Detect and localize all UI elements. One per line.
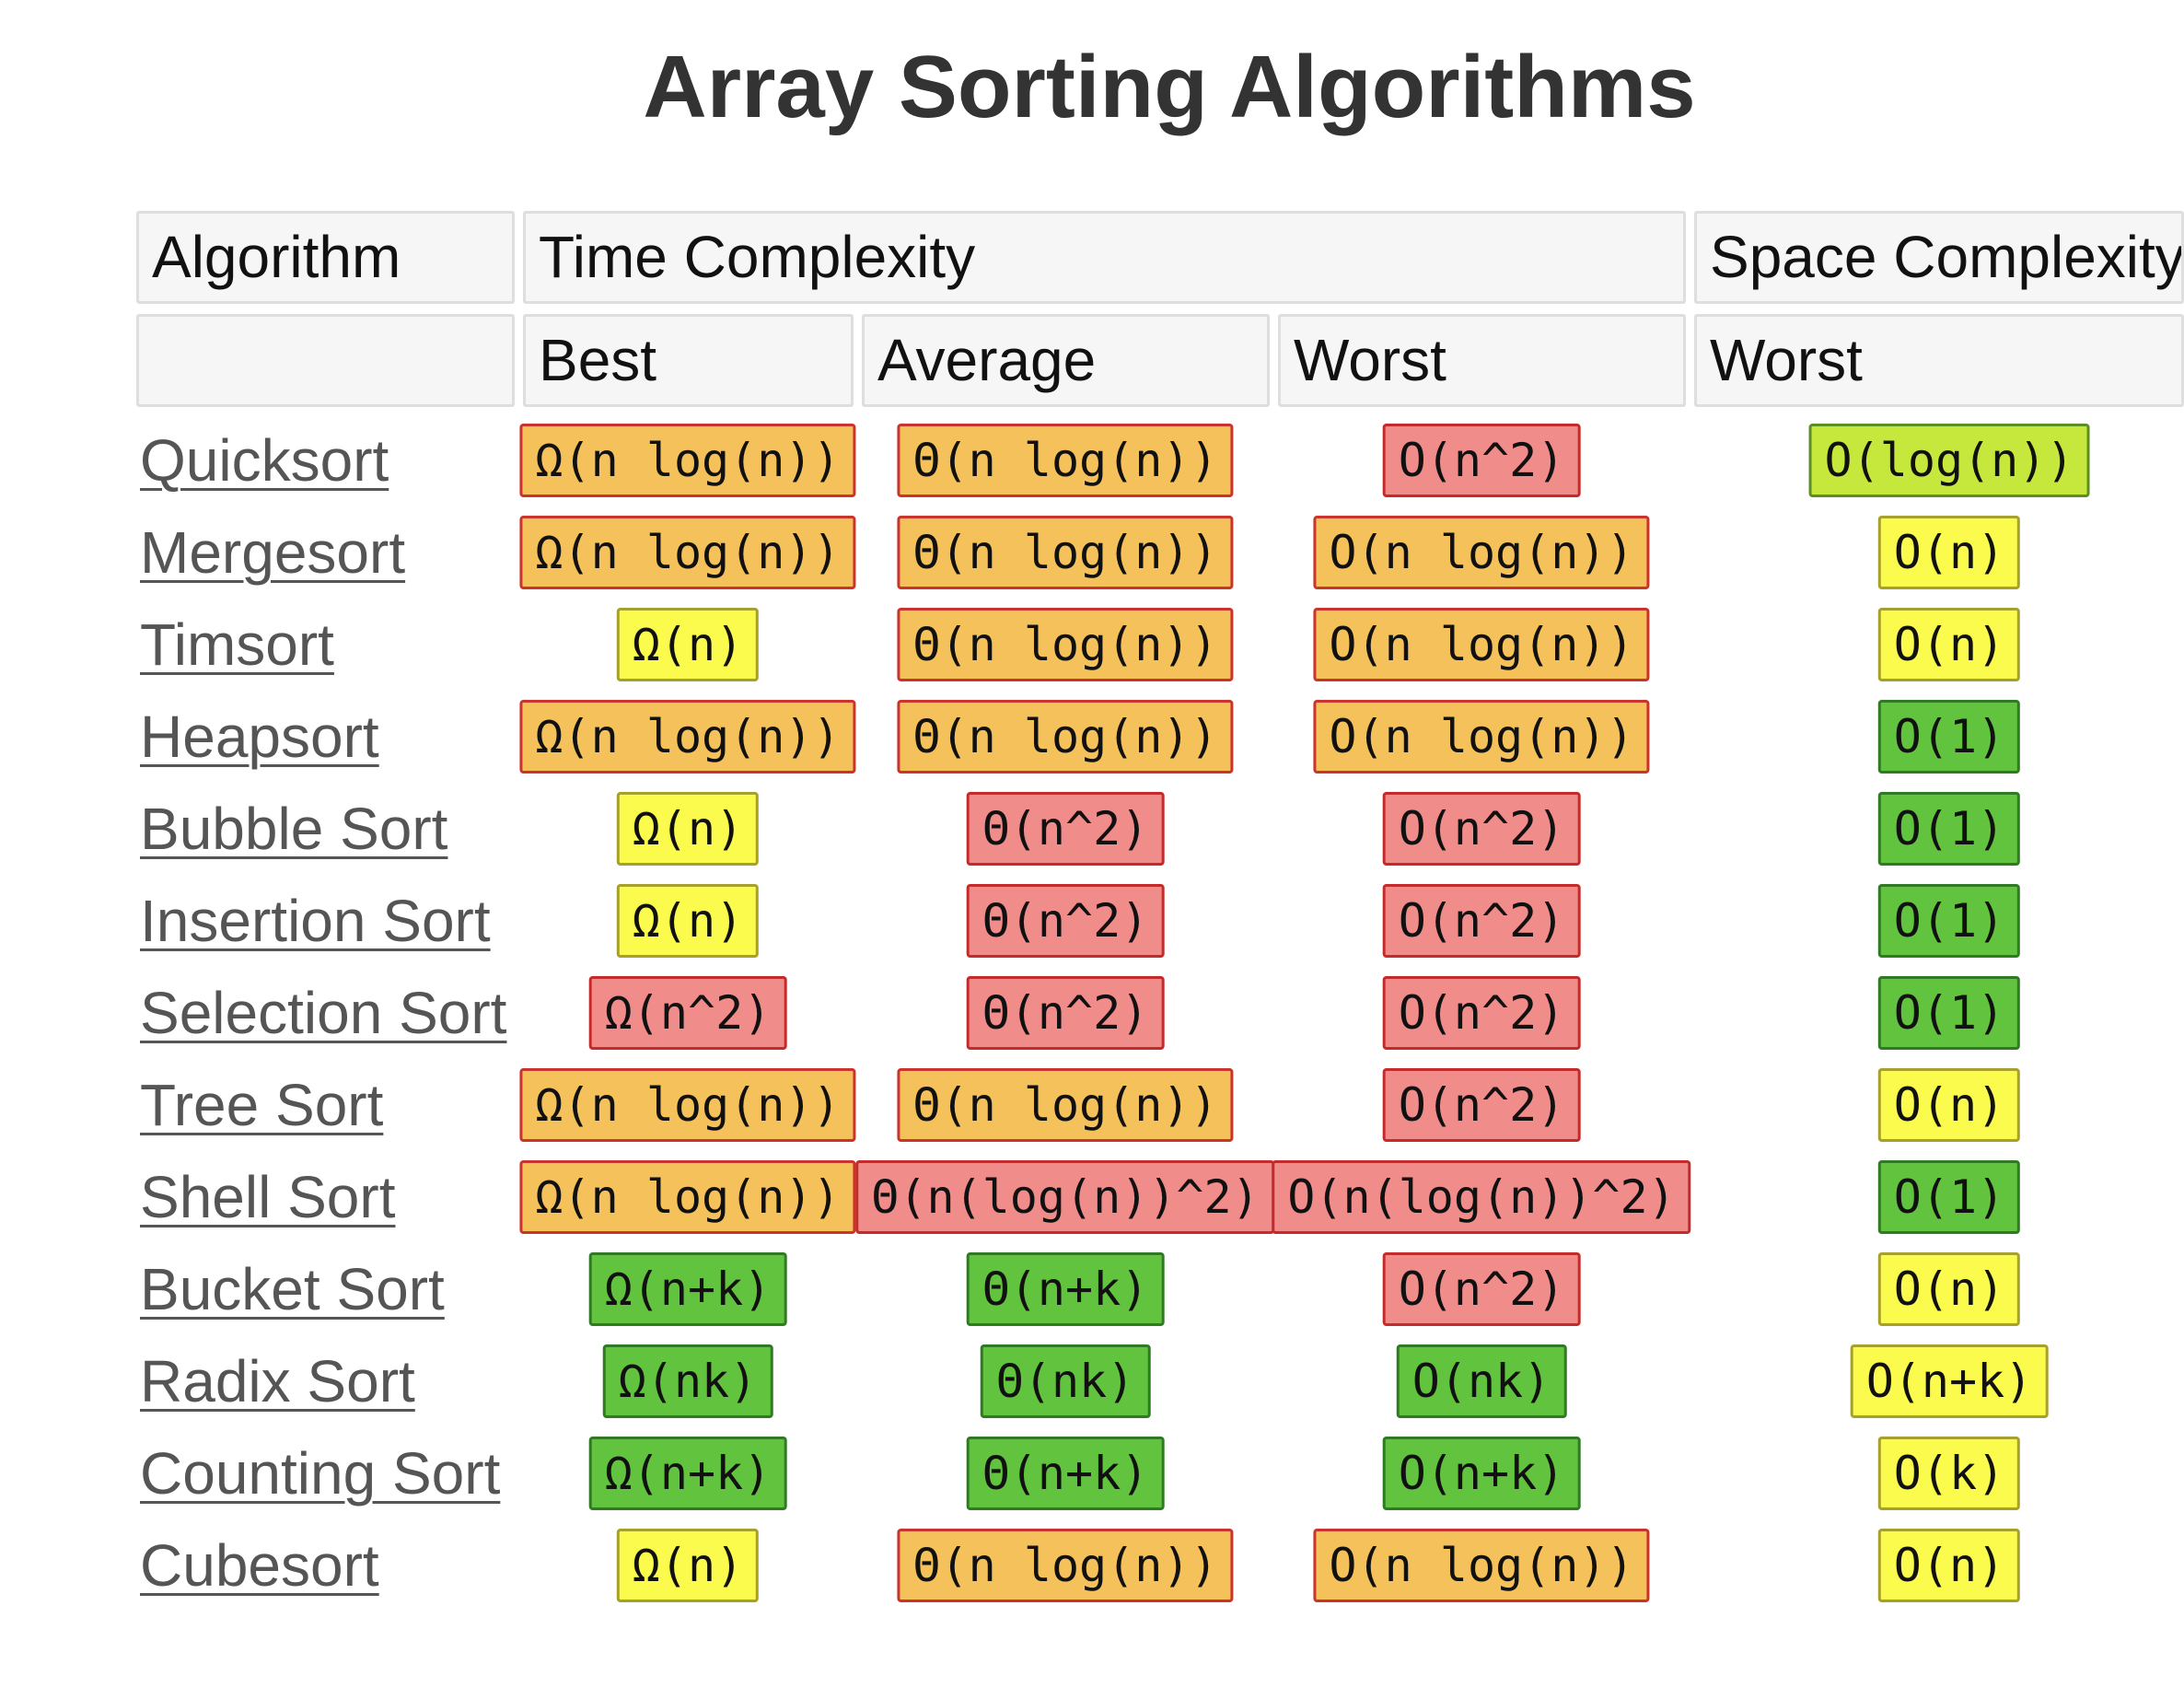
header-algorithm: Algorithm bbox=[136, 211, 515, 304]
complexity-badge-best: Ω(n log(n)) bbox=[519, 1160, 856, 1234]
complexity-badge-best: Ω(n) bbox=[616, 792, 760, 866]
complexity-badge-best: Ω(n^2) bbox=[588, 976, 787, 1050]
complexity-badge-best: Ω(n log(n)) bbox=[519, 700, 856, 774]
algorithm-link[interactable]: Selection Sort bbox=[140, 980, 507, 1046]
complexity-badge-average: Θ(n+k) bbox=[966, 1252, 1165, 1326]
complexity-badge-space-worst: O(1) bbox=[1877, 792, 2021, 866]
complexity-badge-worst: O(n log(n)) bbox=[1313, 1529, 1650, 1602]
complexity-badge-average: Θ(n log(n)) bbox=[897, 608, 1234, 681]
complexity-badge-average: Θ(n log(n)) bbox=[897, 424, 1234, 497]
complexity-badge-worst: O(nk) bbox=[1396, 1344, 1567, 1418]
complexity-badge-best: Ω(n log(n)) bbox=[519, 1068, 856, 1142]
complexity-badge-average: Θ(n(log(n))^2) bbox=[855, 1160, 1275, 1234]
complexity-badge-space-worst: O(1) bbox=[1877, 1160, 2021, 1234]
algorithm-link[interactable]: Radix Sort bbox=[140, 1348, 415, 1414]
complexity-badge-best: Ω(n) bbox=[616, 884, 760, 958]
complexity-badge-space-worst: O(n) bbox=[1877, 608, 2021, 681]
algorithm-link[interactable]: Timsort bbox=[140, 611, 334, 678]
complexity-badge-space-worst: O(k) bbox=[1877, 1437, 2021, 1510]
complexity-badge-worst: O(n^2) bbox=[1382, 424, 1581, 497]
complexity-badge-average: Θ(nk) bbox=[980, 1344, 1151, 1418]
complexity-badge-best: Ω(nk) bbox=[602, 1344, 773, 1418]
complexity-badge-average: Θ(n log(n)) bbox=[897, 1529, 1234, 1602]
header-space-complexity: Space Complexity bbox=[1694, 211, 2184, 304]
complexity-badge-worst: O(n log(n)) bbox=[1313, 516, 1650, 589]
complexity-badge-best: Ω(n) bbox=[616, 1529, 760, 1602]
complexity-badge-space-worst: O(n) bbox=[1877, 1529, 2021, 1602]
complexity-badge-worst: O(n+k) bbox=[1382, 1437, 1581, 1510]
algorithm-link[interactable]: Heapsort bbox=[140, 704, 379, 770]
algorithm-link[interactable]: Cubesort bbox=[140, 1532, 379, 1599]
complexity-badge-worst: O(n log(n)) bbox=[1313, 608, 1650, 681]
algorithm-link[interactable]: Tree Sort bbox=[140, 1072, 384, 1138]
complexity-badge-worst: O(n log(n)) bbox=[1313, 700, 1650, 774]
complexity-badge-average: Θ(n^2) bbox=[966, 976, 1165, 1050]
complexity-badge-average: Θ(n+k) bbox=[966, 1437, 1165, 1510]
complexity-badge-best: Ω(n+k) bbox=[588, 1252, 787, 1326]
complexity-badge-best: Ω(n+k) bbox=[588, 1437, 787, 1510]
algorithm-link[interactable]: Quicksort bbox=[140, 427, 389, 494]
complexity-badge-worst: O(n^2) bbox=[1382, 884, 1581, 958]
complexity-badge-average: Θ(n log(n)) bbox=[897, 516, 1234, 589]
complexity-badge-worst: O(n^2) bbox=[1382, 1252, 1581, 1326]
complexity-badge-best: Ω(n log(n)) bbox=[519, 424, 856, 497]
header-average: Average bbox=[862, 314, 1270, 407]
algorithm-link[interactable]: Bubble Sort bbox=[140, 796, 448, 862]
complexity-badge-average: Θ(n^2) bbox=[966, 792, 1165, 866]
complexity-badge-worst: O(n^2) bbox=[1382, 1068, 1581, 1142]
complexity-badge-average: Θ(n^2) bbox=[966, 884, 1165, 958]
algorithm-link[interactable]: Counting Sort bbox=[140, 1440, 501, 1507]
complexity-badge-space-worst: O(1) bbox=[1877, 700, 2021, 774]
header-worst: Worst bbox=[1278, 314, 1686, 407]
algorithm-link[interactable]: Shell Sort bbox=[140, 1164, 396, 1230]
complexity-badge-space-worst: O(1) bbox=[1877, 884, 2021, 958]
page-title: Array Sorting Algorithms bbox=[643, 38, 1696, 136]
complexity-badge-average: Θ(n log(n)) bbox=[897, 700, 1234, 774]
complexity-badge-worst: O(n^2) bbox=[1382, 792, 1581, 866]
header-space-worst: Worst bbox=[1694, 314, 2184, 407]
algorithm-link[interactable]: Bucket Sort bbox=[140, 1256, 445, 1322]
complexity-badge-worst: O(n^2) bbox=[1382, 976, 1581, 1050]
algorithm-link[interactable]: Mergesort bbox=[140, 519, 406, 586]
complexity-badge-space-worst: O(1) bbox=[1877, 976, 2021, 1050]
header-best: Best bbox=[523, 314, 854, 407]
complexity-badge-space-worst: O(n) bbox=[1877, 1068, 2021, 1142]
algorithm-link[interactable]: Insertion Sort bbox=[140, 888, 491, 954]
complexity-badge-space-worst: O(n) bbox=[1877, 1252, 2021, 1326]
header-algorithm-blank bbox=[136, 314, 515, 407]
complexity-badge-space-worst: O(n) bbox=[1877, 516, 2021, 589]
complexity-badge-average: Θ(n log(n)) bbox=[897, 1068, 1234, 1142]
header-time-complexity: Time Complexity bbox=[523, 211, 1686, 304]
complexity-badge-worst: O(n(log(n))^2) bbox=[1272, 1160, 1691, 1234]
complexity-badge-space-worst: O(log(n)) bbox=[1808, 424, 2090, 497]
complexity-badge-space-worst: O(n+k) bbox=[1850, 1344, 2049, 1418]
complexity-badge-best: Ω(n) bbox=[616, 608, 760, 681]
complexity-badge-best: Ω(n log(n)) bbox=[519, 516, 856, 589]
